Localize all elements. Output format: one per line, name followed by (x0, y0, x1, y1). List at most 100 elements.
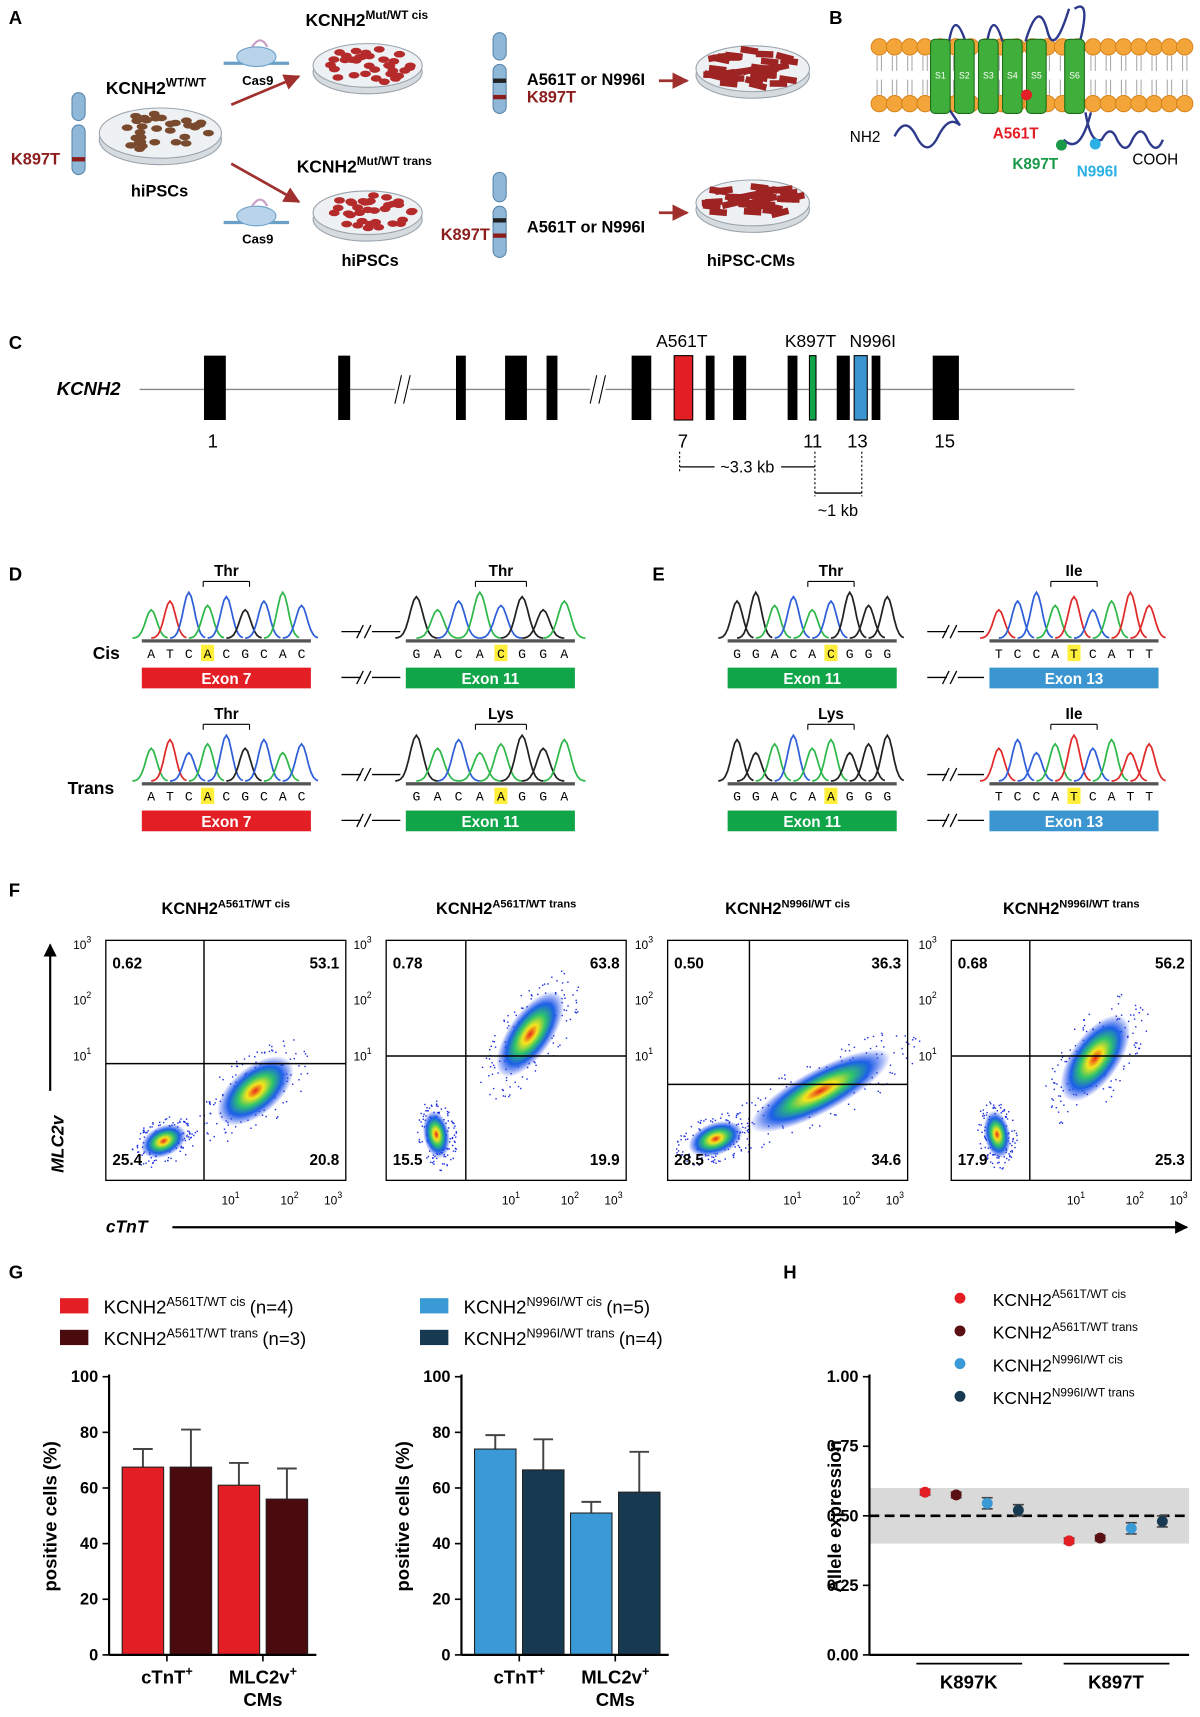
cell (748, 80, 768, 91)
cell (718, 53, 736, 61)
event-dot (426, 1107, 428, 1109)
tick-label: 103 (324, 1190, 342, 1208)
cell (136, 123, 148, 130)
event-dot (727, 1112, 729, 1114)
sequence: GACACGGA (412, 647, 568, 662)
event-dot (1141, 1009, 1144, 1011)
exon-number: 1 (208, 430, 218, 451)
cell (332, 204, 344, 212)
mutation-label: N996I (849, 331, 896, 351)
event-dot (521, 1076, 524, 1078)
event-dot (132, 1148, 134, 1151)
legend-label-base: KCNH2 (993, 1355, 1052, 1375)
exon-label: Exon 13 (1045, 671, 1104, 688)
event-dot (678, 1144, 680, 1146)
highlight (1067, 787, 1081, 804)
transmembrane-segment (953, 38, 975, 114)
event-dot (848, 1049, 851, 1052)
mutation-site (1021, 89, 1032, 101)
event-dot (844, 1050, 847, 1052)
lipid-head (1160, 38, 1179, 56)
chromatogram-peak (1036, 604, 1072, 639)
event-dot (809, 1066, 811, 1068)
quadrant-value: 0.62 (112, 956, 142, 973)
break-mark (941, 767, 950, 782)
x-tick-label-sup: + (538, 1664, 545, 1678)
event-dot (235, 1065, 238, 1067)
cell (378, 56, 390, 63)
event-dot (231, 1132, 233, 1134)
cell (195, 119, 207, 127)
chromatogram-peak (244, 738, 281, 782)
cell-label: hiPSCs (131, 182, 188, 200)
cell (726, 75, 745, 82)
genotype-title: KCNH2WT/WT (106, 75, 207, 97)
event-dot (182, 1120, 185, 1123)
break-mark (949, 813, 958, 828)
event-dot (918, 1040, 921, 1042)
y-axis-label: positive cells (%) (392, 1441, 413, 1591)
event-dot (767, 1133, 769, 1135)
event-dot (1061, 1056, 1064, 1058)
event-dot (1134, 1053, 1137, 1055)
event-dot (996, 1109, 999, 1112)
chromatogram-peak (755, 742, 792, 782)
event-dot (894, 1073, 896, 1075)
cas9-label: Cas9 (242, 73, 273, 88)
event-dot (433, 1160, 435, 1163)
event-dot (547, 1052, 549, 1055)
event-dot (1060, 1100, 1062, 1103)
event-dot (1004, 1116, 1007, 1118)
legend-marker (954, 1390, 966, 1402)
chromatogram-peak (849, 742, 886, 782)
bar (617, 1491, 661, 1656)
event-dot (740, 1150, 743, 1152)
event-dot (747, 1131, 750, 1134)
event-dot (676, 1152, 678, 1154)
event-dot (880, 1040, 883, 1042)
event-dot (559, 1044, 561, 1046)
event-dot (1057, 1064, 1059, 1066)
break-mark (356, 624, 364, 639)
event-dot (454, 1125, 456, 1127)
event-dot (489, 1093, 491, 1096)
plot-frame (666, 939, 909, 1182)
event-dot (283, 1045, 286, 1047)
chromatogram-peak (812, 599, 848, 639)
dot (919, 1486, 931, 1498)
panel-label: E (652, 563, 664, 584)
event-dot (206, 1101, 208, 1103)
legend-swatch (419, 1298, 449, 1314)
legend-label: KCNH2N996I/WT cis (993, 1353, 1123, 1376)
event-dot (889, 1064, 892, 1066)
event-dot (1060, 1059, 1063, 1061)
quadrant-value: 20.8 (310, 1152, 340, 1169)
event-dot (1123, 1065, 1125, 1067)
event-dot (745, 1147, 747, 1149)
event-dot (733, 1152, 736, 1155)
chromatogram-peak (1111, 751, 1148, 782)
chromatogram-peak (1073, 747, 1110, 782)
event-dot (754, 1104, 757, 1106)
event-dot (446, 1164, 448, 1167)
event-dot (1138, 1047, 1140, 1050)
cell (125, 142, 137, 149)
tick-label-base: 10 (73, 938, 87, 952)
chromatogram-peak (979, 608, 1016, 639)
plot-title-sup: N996I/WT trans (1059, 898, 1139, 910)
event-dot (264, 1051, 266, 1053)
event-dot (420, 1121, 422, 1123)
cell (362, 206, 374, 214)
event-dot (790, 1081, 792, 1083)
event-dot (1076, 1104, 1078, 1106)
event-dot (168, 1116, 171, 1118)
plot-frame (385, 939, 627, 1182)
event-dot (428, 1107, 431, 1109)
event-dot (714, 1119, 717, 1122)
event-dot (763, 1143, 765, 1146)
event-dot (740, 1122, 743, 1125)
event-dot (751, 1121, 753, 1124)
event-dot (1015, 1132, 1018, 1135)
segment-label: S6 (1069, 71, 1080, 81)
event-dot (565, 1009, 568, 1012)
